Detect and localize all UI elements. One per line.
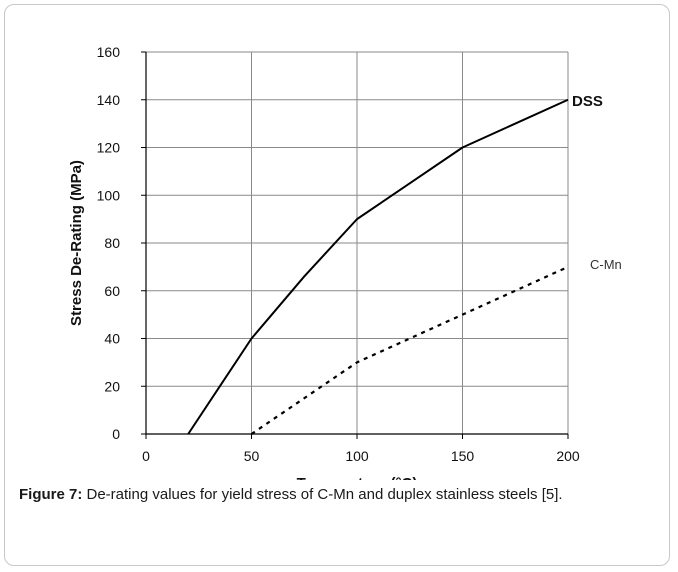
y-tick-label: 40	[104, 331, 120, 347]
axes	[141, 51, 569, 439]
series-line-c-mn	[250, 265, 569, 435]
caption-label: Figure 7:	[19, 486, 83, 503]
x-tick-label: 200	[556, 448, 580, 464]
x-tick-label: 0	[142, 448, 150, 464]
series-line-dss	[187, 98, 569, 435]
y-tick-label: 140	[97, 92, 121, 108]
axis-labels: 0 20 40 60 80 100 120 140 160 0 50 100 150 200 DSS C-Mn…	[68, 44, 622, 480]
y-axis-title: Stress De-Rating (MPa)	[68, 160, 85, 326]
x-tick-label: 150	[451, 448, 475, 464]
y-tick-label: 80	[104, 235, 120, 251]
grid-lines	[146, 51, 569, 434]
y-tick-label: 0	[112, 426, 120, 442]
figure-frame	[4, 4, 670, 566]
x-axis-title: Temperature (°C)	[297, 475, 418, 480]
figure-caption: Figure 7: De-rating values for yield str…	[19, 484, 654, 506]
y-tick-label: 160	[97, 44, 121, 60]
data-series	[187, 98, 569, 435]
x-tick-label: 100	[345, 448, 369, 464]
y-tick-label: 20	[104, 378, 120, 394]
caption-text: De-rating values for yield stress of C-M…	[82, 486, 563, 503]
line-chart: 0 20 40 60 80 100 120 140 160 0 50 100 150 200 DSS C-Mn…	[68, 44, 622, 480]
y-tick-label: 60	[104, 283, 120, 299]
series-label-c-mn: C-Mn	[590, 257, 622, 272]
y-tick-label: 120	[97, 140, 121, 156]
series-label-dss: DSS	[572, 93, 603, 110]
x-tick-label: 50	[244, 448, 260, 464]
y-tick-label: 100	[97, 187, 121, 203]
